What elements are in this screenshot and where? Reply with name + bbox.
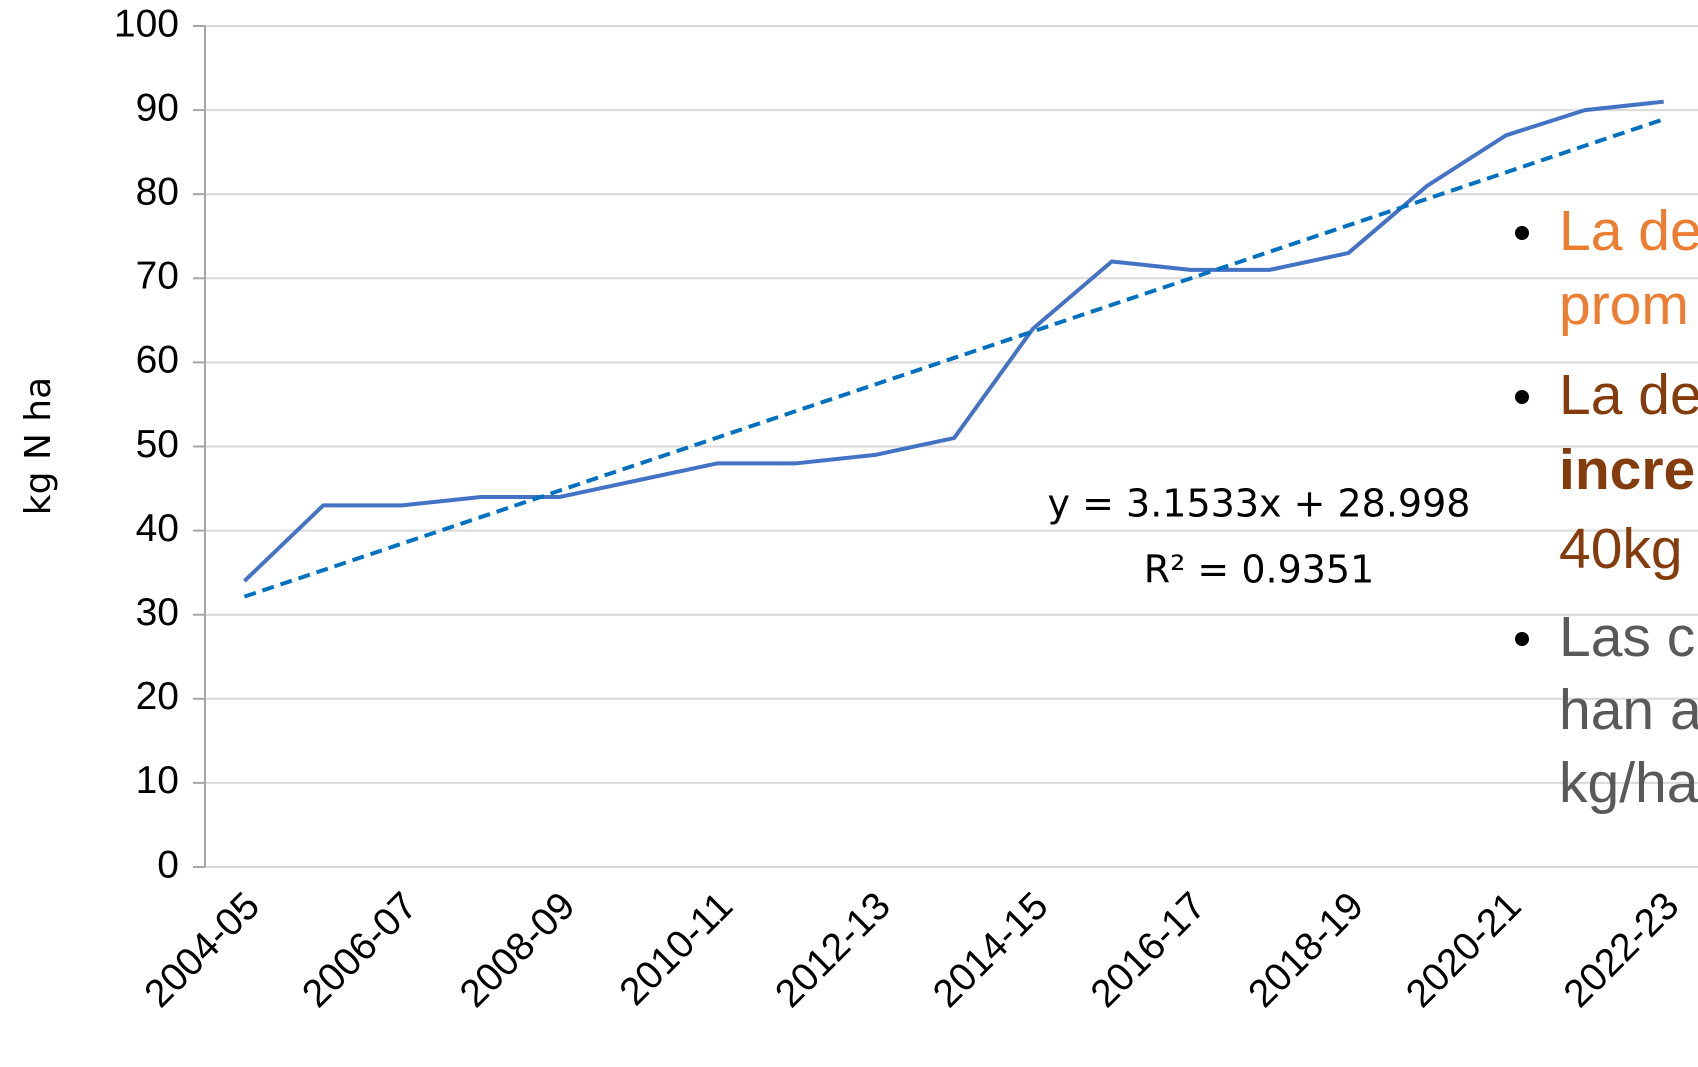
x-tick-label: 2010-11 <box>612 884 742 1014</box>
bullet-dot <box>1515 632 1529 646</box>
trend-line <box>243 117 1665 599</box>
x-tick-label: 2018-19 <box>1240 884 1372 1016</box>
r-squared: R² = 0.9351 <box>1144 548 1375 592</box>
bullet-text: kg/ha <box>1559 751 1698 815</box>
bullet-dot <box>1515 226 1529 240</box>
y-tick-label: 50 <box>136 423 179 466</box>
x-tick-label: 2006-07 <box>294 884 426 1016</box>
trend-equation: y = 3.1533x + 28.998 <box>1048 482 1471 526</box>
bullet-dot <box>1515 390 1529 404</box>
x-tick-label: 2014-15 <box>925 884 1057 1016</box>
y-tick-label: 0 <box>157 843 179 886</box>
y-tick-label: 100 <box>114 2 179 45</box>
bullet-text: La de <box>1559 199 1698 263</box>
bullet-text: han a <box>1559 678 1698 742</box>
y-tick-label: 60 <box>136 339 179 382</box>
y-tick-label: 30 <box>136 591 179 634</box>
y-axis-label: kg N ha <box>18 377 59 515</box>
x-tick-label: 2016-17 <box>1083 884 1215 1016</box>
y-tick-label: 90 <box>136 86 179 129</box>
x-tick-label: 2012-13 <box>767 884 899 1016</box>
bullet-text: prom <box>1559 273 1689 337</box>
bullet-text: La de <box>1559 363 1698 427</box>
x-tick-label: 2020-21 <box>1398 884 1530 1016</box>
x-tick-label: 2022-23 <box>1556 884 1688 1016</box>
y-tick-label: 20 <box>136 675 179 718</box>
x-tick-label: 2008-09 <box>452 884 584 1016</box>
bullet-text: incre <box>1559 438 1695 502</box>
bullet-text: 40kg <box>1559 517 1683 581</box>
y-tick-label: 10 <box>136 759 179 802</box>
y-tick-label: 70 <box>136 255 179 298</box>
x-tick-label: 2004-05 <box>136 884 268 1016</box>
data-line <box>243 99 1664 583</box>
y-tick-label: 80 <box>136 170 179 213</box>
y-tick-label: 40 <box>136 507 179 550</box>
bullet-text: Las c <box>1559 605 1695 669</box>
